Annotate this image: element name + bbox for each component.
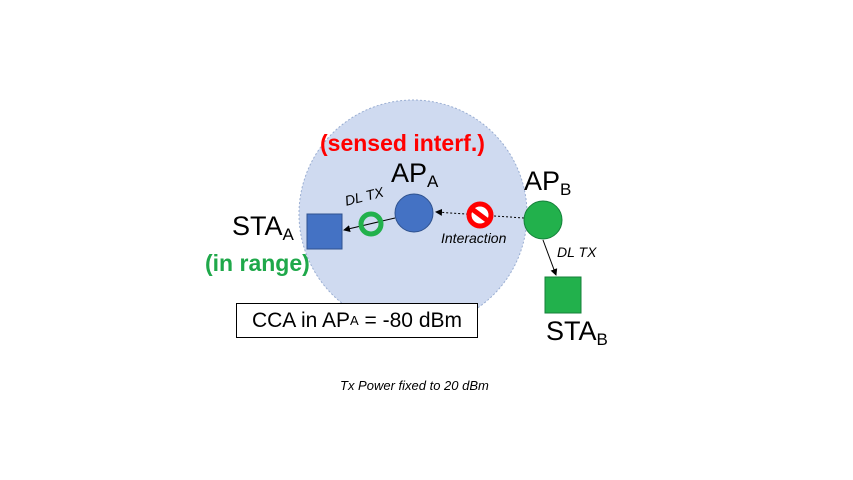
dl-tx-arrow-b <box>542 239 558 276</box>
sta-a-node <box>306 213 343 250</box>
red-prohibited-icon <box>466 201 494 229</box>
interaction-label: Interaction <box>441 230 507 246</box>
green-ring-icon <box>358 211 384 237</box>
ap-b-node <box>523 200 563 240</box>
ap-b-label: APB <box>524 166 572 199</box>
dl-tx-arrow-a <box>343 217 396 233</box>
sta-b-label: STAB <box>546 316 608 349</box>
tx-power-footer: Tx Power fixed to 20 dBm <box>340 378 489 393</box>
sta-a-label: STAA <box>232 211 294 244</box>
sensed-interference-note: (sensed interf.) <box>320 130 485 156</box>
dl-tx-label-b: DL TX <box>557 244 597 260</box>
cca-threshold-box: CCA in AP A = -80 dBm <box>236 303 478 338</box>
sta-b-node <box>544 276 582 314</box>
ap-a-label: APA <box>391 158 439 191</box>
in-range-note: (in range) <box>205 250 310 276</box>
ap-a-node <box>394 193 434 233</box>
